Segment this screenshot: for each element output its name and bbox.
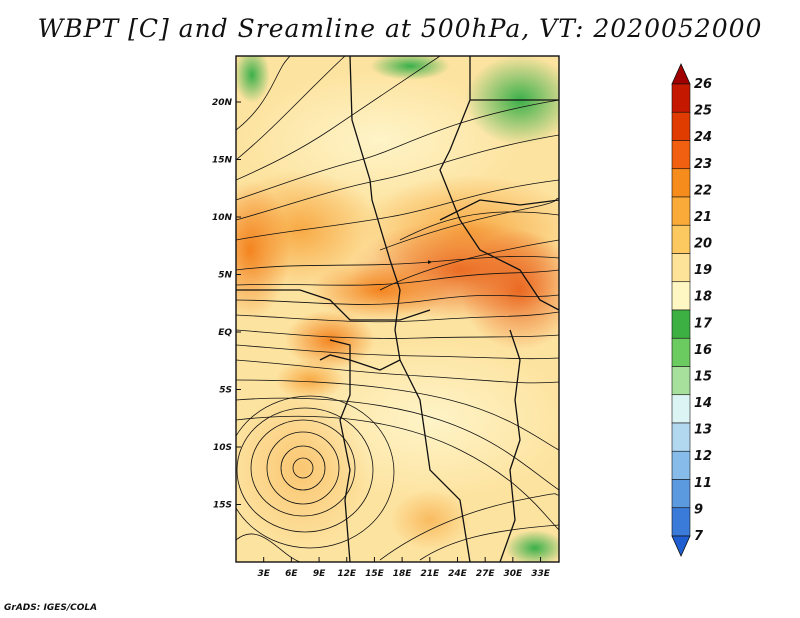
colorbar-label: 23 (694, 157, 712, 172)
y-tick-label: 15S (213, 501, 232, 511)
y-tick-label: 10S (213, 443, 232, 453)
x-axis-ticks: 3E 6E 9E 12E 15E 18E 21E 24E 27E 30E 33E (257, 557, 551, 579)
colorbar-label: 26 (694, 77, 712, 92)
streamlines (236, 56, 559, 562)
colorbar-label: 7 (694, 529, 704, 544)
map-title: WBPT [C] and Sreamline at 500hPa, VT: 20… (37, 14, 763, 43)
colorbar-swatch (671, 337, 691, 367)
colorbar-label: 14 (694, 396, 712, 411)
x-tick-label: 12E (337, 569, 357, 579)
y-tick-label: EQ (218, 328, 232, 338)
colorbar-swatch (671, 224, 691, 254)
colorbar-label: 13 (694, 423, 712, 438)
colorbar-label: 15 (694, 369, 712, 384)
colorbar-label: 25 (694, 104, 712, 119)
country-borders (236, 56, 559, 562)
colorbar: 26 25 24 23 22 21 20 19 18 17 16 15 14 13 12 11 9 7 (671, 63, 713, 557)
colorbar-swatch (671, 507, 691, 537)
colorbar-label: 18 (694, 290, 712, 305)
colorbar-swatch (671, 111, 691, 141)
x-tick-label: 15E (365, 569, 385, 579)
y-tick-label: 20N (212, 98, 233, 108)
colorbar-swatch (671, 253, 691, 283)
y-tick-label: 15N (212, 156, 233, 166)
colorbar-label: 11 (694, 476, 712, 491)
colorbar-label: 19 (694, 263, 712, 278)
x-tick-label: 30E (504, 569, 524, 579)
y-axis-ticks: 20N 15N 10N 5N EQ 5S 10S 15S (212, 98, 241, 511)
colorbar-bottom-arrow (671, 535, 691, 557)
x-tick-label: 3E (257, 569, 270, 579)
colorbar-swatch (671, 309, 691, 339)
x-tick-label: 9E (313, 569, 326, 579)
colorbar-label: 21 (694, 210, 712, 225)
colorbar-swatch (671, 168, 691, 198)
colorbar-swatch (671, 366, 691, 396)
x-tick-label: 18E (393, 569, 413, 579)
colorbar-swatch (671, 196, 691, 226)
y-tick-label: 5N (218, 271, 232, 281)
colorbar-swatch (671, 450, 691, 480)
map-frame (235, 55, 560, 563)
colorbar-swatch (671, 281, 691, 311)
y-tick-label: 5S (219, 386, 232, 396)
x-tick-label: 21E (420, 569, 440, 579)
colorbar-label: 20 (694, 237, 712, 252)
x-tick-label: 24E (448, 569, 468, 579)
colorbar-swatch (671, 83, 691, 113)
x-tick-label: 33E (531, 569, 551, 579)
colorbar-swatch (671, 140, 691, 170)
colorbar-label: 12 (694, 449, 712, 464)
colorbar-swatch (671, 479, 691, 509)
colorbar-swatch (671, 394, 691, 424)
y-tick-label: 10N (212, 213, 233, 223)
colorbar-swatch (671, 422, 691, 452)
colorbar-label: 22 (694, 183, 712, 198)
colorbar-label: 24 (694, 130, 712, 145)
colorbar-top-arrow (671, 63, 691, 85)
credit-text: GrADS: IGES/COLA (4, 603, 98, 613)
colorbar-label: 17 (694, 316, 713, 331)
colorbar-label: 16 (694, 343, 712, 358)
wbpt-shading (236, 56, 559, 562)
colorbar-label: 9 (694, 502, 703, 517)
x-tick-label: 27E (476, 569, 496, 579)
x-tick-label: 6E (285, 569, 298, 579)
